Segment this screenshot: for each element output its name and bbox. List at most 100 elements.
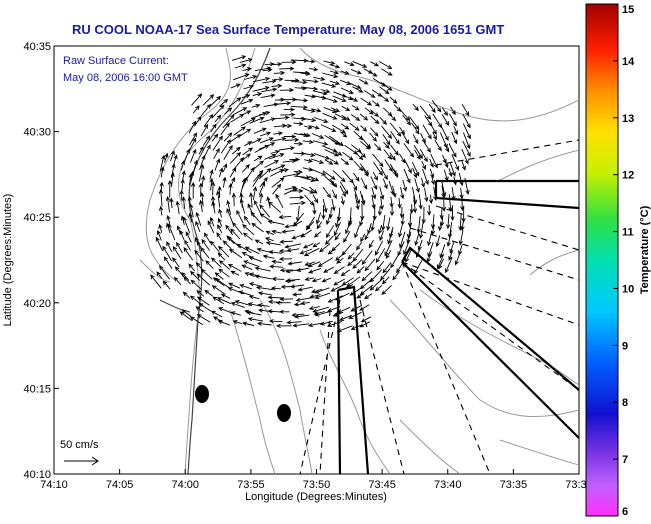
colorbar-label: Temperature (°C) [639, 205, 651, 294]
current-vector [403, 240, 410, 256]
current-vector [423, 141, 431, 153]
current-vector [251, 138, 262, 144]
current-vector [421, 206, 426, 225]
current-vector [242, 223, 255, 236]
station-marker [277, 404, 291, 422]
current-vector [417, 239, 423, 251]
current-vector [356, 266, 365, 274]
current-vector [415, 248, 421, 258]
current-vector [241, 252, 255, 259]
current-vector [241, 94, 251, 99]
current-vector [332, 95, 347, 102]
current-vector [314, 311, 330, 317]
current-vector [414, 149, 421, 160]
current-vector [241, 321, 255, 326]
current-vector [230, 176, 236, 187]
current-vector [424, 188, 429, 203]
current-vector [286, 248, 300, 253]
current-vector [299, 248, 313, 255]
annotation-line-1: Raw Surface Current: [63, 55, 169, 67]
current-vector [334, 213, 340, 229]
current-vector [308, 267, 321, 274]
current-vector [275, 300, 291, 305]
current-vector [198, 303, 212, 312]
current-vector [371, 100, 380, 107]
current-vector [160, 166, 165, 178]
current-vector [450, 205, 455, 222]
current-vector [443, 169, 449, 182]
current-vector [232, 107, 248, 116]
current-vector [429, 168, 435, 179]
current-vector [190, 279, 202, 290]
current-vector [309, 186, 318, 194]
current-vector [251, 222, 264, 233]
current-vector [352, 259, 363, 269]
current-vector [216, 232, 222, 241]
current-vector [218, 260, 231, 270]
current-vector [241, 264, 253, 271]
current-vector [287, 261, 303, 266]
current-vector [361, 271, 373, 282]
current-vector [253, 76, 271, 83]
current-vector [321, 277, 331, 283]
current-vector [332, 124, 346, 134]
current-vector [411, 122, 420, 135]
current-vector [230, 302, 245, 308]
scale-arrow [64, 456, 99, 466]
current-vector [270, 286, 281, 291]
current-vector [369, 279, 382, 291]
current-vector [437, 221, 443, 232]
current-vector [329, 80, 340, 86]
current-vector [350, 68, 362, 75]
current-vector [264, 237, 274, 242]
x-tick-label: 73:50 [303, 479, 331, 491]
current-vector [165, 195, 171, 213]
current-vector [429, 158, 434, 168]
y-tick-label: 40:30 [23, 127, 51, 139]
current-vector [326, 320, 343, 327]
current-vector [412, 103, 419, 112]
colorbar-tick-label: 13 [622, 113, 634, 125]
x-tick-label: 73:35 [500, 479, 528, 491]
current-vector [430, 175, 436, 186]
current-vector [349, 96, 359, 102]
current-vector [273, 101, 292, 106]
current-vector [306, 220, 315, 231]
current-vector [348, 311, 362, 319]
current-vector [421, 160, 426, 170]
current-vector [350, 114, 361, 122]
current-vector [370, 215, 376, 232]
current-vector [451, 154, 460, 171]
current-vector [258, 110, 271, 116]
current-vector [430, 153, 438, 169]
current-vector [379, 230, 384, 242]
current-vector [240, 117, 256, 127]
current-vector [340, 269, 351, 277]
current-vector [390, 253, 400, 269]
current-vector [224, 107, 233, 115]
current-vector [231, 192, 237, 207]
y-tick-label: 40:10 [23, 469, 51, 481]
current-vector [380, 95, 390, 102]
current-vector [273, 115, 290, 120]
current-vector [316, 221, 323, 230]
current-vector [319, 243, 331, 253]
current-vector [352, 60, 368, 68]
current-vector [162, 280, 171, 290]
current-vector [376, 260, 385, 271]
current-vector [259, 192, 264, 204]
current-vector [462, 123, 471, 140]
current-vector [323, 60, 336, 66]
current-vector [198, 199, 204, 213]
current-vector [210, 240, 220, 253]
current-vector [243, 215, 251, 226]
current-vector [292, 323, 310, 328]
current-vector [451, 131, 458, 145]
current-vector [201, 175, 206, 187]
current-vector [295, 297, 312, 302]
current-vector [252, 92, 263, 97]
current-vector [341, 114, 351, 121]
current-vector [190, 181, 196, 199]
current-vector [384, 240, 393, 257]
current-vector [202, 94, 215, 106]
